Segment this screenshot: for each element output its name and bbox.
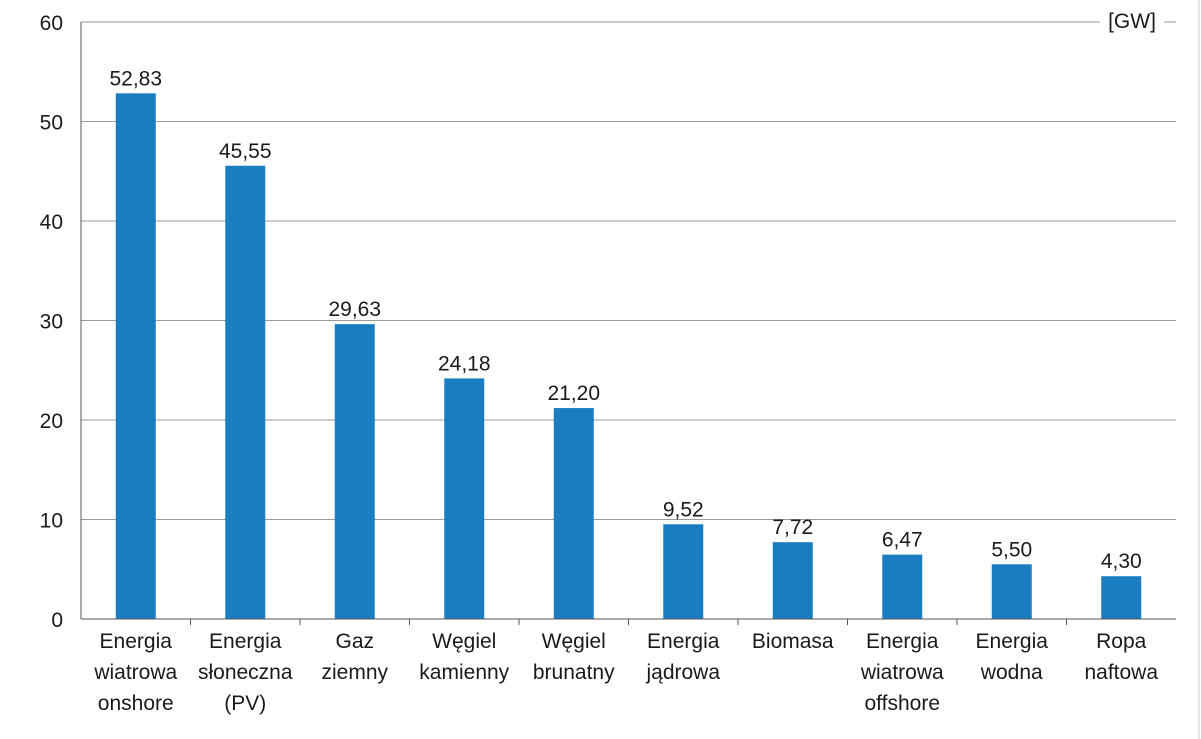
bar-value-label: 21,20 (547, 382, 600, 405)
bar-value-label: 29,63 (328, 298, 381, 321)
category-labels: Energia wiatrowa onshore Energia słoneczna (P… (93, 630, 1158, 715)
bar (115, 93, 156, 620)
category-label: Energia (976, 630, 1049, 653)
category-label: słoneczna (198, 661, 293, 684)
bar-value-label: 45,55 (219, 140, 272, 163)
bar (1101, 576, 1142, 619)
y-tick-label: 40 (40, 211, 63, 234)
category-label: offshore (865, 692, 941, 715)
category-label: Energia (647, 630, 720, 653)
bar-value-label: 7,72 (772, 516, 813, 539)
category-label: wiatrowa (860, 661, 944, 684)
y-axis-ticks: 0 10 20 30 40 50 60 (40, 12, 63, 632)
bar (991, 564, 1032, 619)
y-tick-label: 30 (40, 311, 63, 334)
category-label: Węgiel (542, 630, 606, 653)
category-label: naftowa (1084, 661, 1158, 684)
category-label: brunatny (533, 661, 615, 684)
category-label: Energia (209, 630, 282, 653)
category-label: (PV) (224, 692, 266, 715)
y-tick-label: 10 (40, 510, 63, 533)
category-label: Energia (100, 630, 173, 653)
bar (444, 378, 485, 619)
category-label: Gaz (335, 630, 374, 653)
category-label: Węgiel (432, 630, 496, 653)
axes (80, 0, 1200, 739)
bar-value-label: 4,30 (1101, 550, 1142, 573)
y-tick-label: 60 (40, 12, 63, 35)
bar-value-label: 52,83 (109, 67, 162, 90)
category-label: Ropa (1096, 630, 1147, 653)
bar (772, 542, 813, 619)
y-tick-label: 20 (40, 410, 63, 433)
bar (882, 554, 923, 619)
bar (553, 408, 594, 619)
bar-value-label: 5,50 (991, 538, 1032, 561)
bar (663, 524, 704, 619)
bar-value-label: 6,47 (882, 529, 923, 552)
category-label: wiatrowa (93, 661, 177, 684)
value-labels: 52,83 45,55 29,63 24,18 21,20 9,52 7,72 6,47 5,5… (109, 67, 1141, 573)
category-label: wodna (980, 661, 1043, 684)
bar-value-label: 9,52 (663, 498, 704, 521)
category-label: onshore (98, 692, 174, 715)
category-label: ziemny (321, 661, 388, 684)
bar-value-label: 24,18 (438, 352, 491, 375)
y-tick-label: 0 (51, 609, 63, 632)
unit-label: [GW] (1108, 10, 1156, 33)
bar (225, 165, 266, 619)
category-label: Energia (866, 630, 939, 653)
category-label: jądrowa (645, 661, 720, 684)
bar (334, 324, 375, 619)
category-label: kamienny (419, 661, 509, 684)
category-label: Biomasa (752, 630, 834, 653)
y-tick-label: 50 (40, 112, 63, 135)
bars (115, 93, 1142, 620)
